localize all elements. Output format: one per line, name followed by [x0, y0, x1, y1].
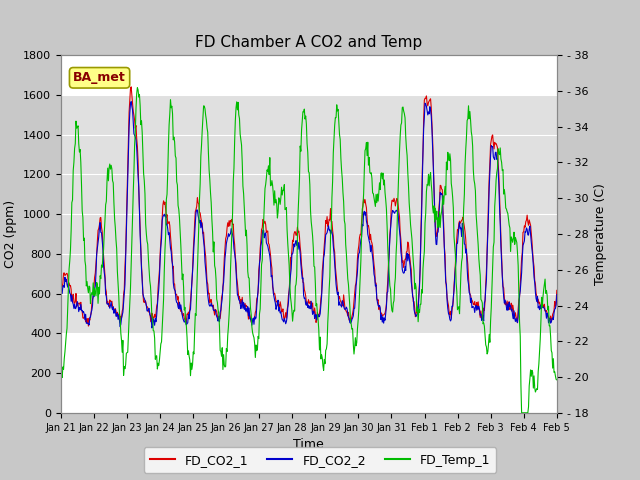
Title: FD Chamber A CO2 and Temp: FD Chamber A CO2 and Temp [195, 35, 422, 50]
Y-axis label: Temperature (C): Temperature (C) [594, 183, 607, 285]
Bar [61, 95, 557, 333]
Text: BA_met: BA_met [73, 72, 126, 84]
Legend: FD_CO2_1, FD_CO2_2, FD_Temp_1: FD_CO2_1, FD_CO2_2, FD_Temp_1 [143, 447, 497, 473]
Y-axis label: CO2 (ppm): CO2 (ppm) [4, 200, 17, 268]
X-axis label: Time: Time [293, 438, 324, 451]
